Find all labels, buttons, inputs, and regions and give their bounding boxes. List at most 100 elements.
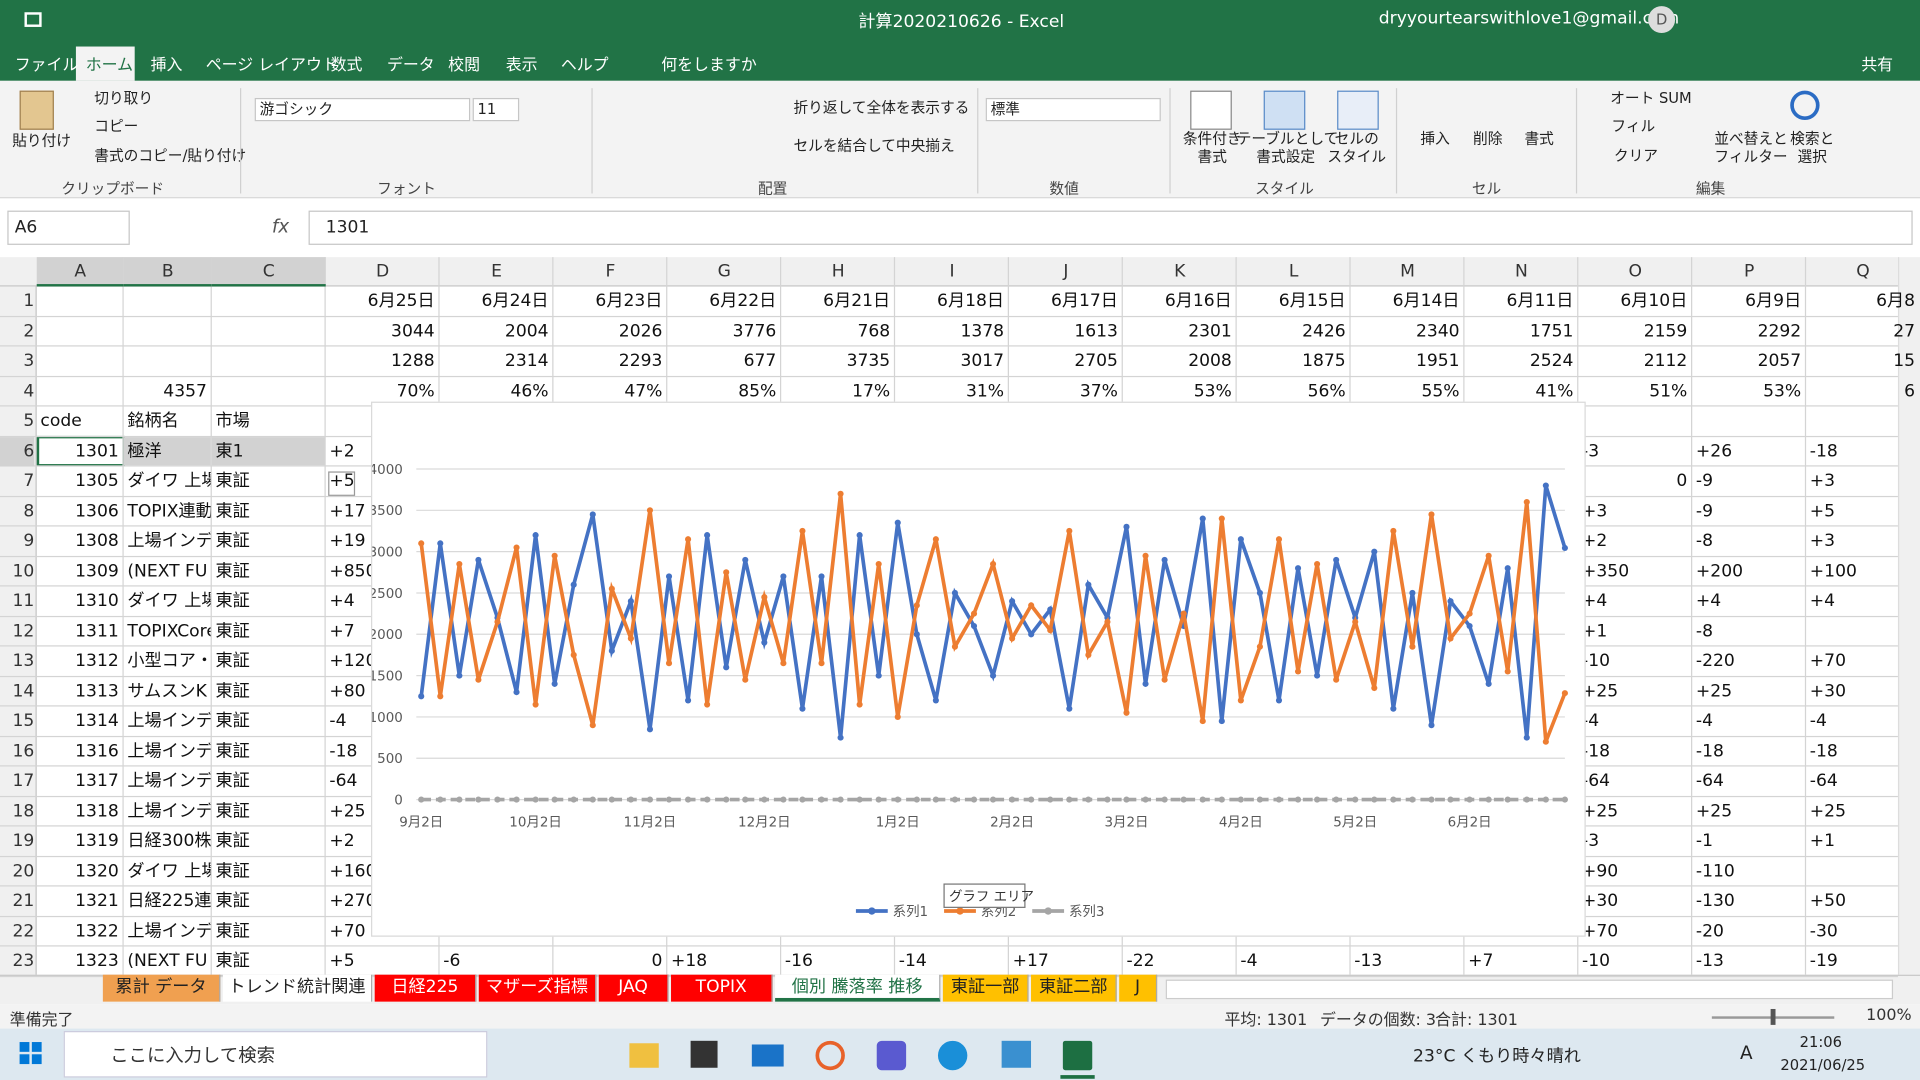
cell[interactable]: -18	[1809, 441, 1838, 462]
cell[interactable]: 1322	[75, 921, 119, 942]
cell[interactable]: +2	[329, 831, 355, 852]
cell[interactable]: 6月8	[1876, 291, 1916, 312]
cell[interactable]: 1321	[75, 891, 119, 912]
cell[interactable]: 2292	[1757, 321, 1802, 342]
cell[interactable]: 2112	[1643, 351, 1688, 372]
cell[interactable]: -16	[784, 951, 813, 972]
cell[interactable]: -220	[1695, 651, 1735, 672]
cell[interactable]: -19	[1809, 951, 1838, 972]
row-header[interactable]: 5	[23, 411, 35, 432]
ribbon-button[interactable]: 貼り付け	[12, 132, 72, 150]
column-header[interactable]: I	[949, 262, 955, 282]
zoom-level[interactable]: 100%	[1866, 1006, 1912, 1025]
cell[interactable]: 東証	[215, 921, 250, 942]
cell[interactable]: 1319	[75, 831, 119, 852]
cell[interactable]: ダイワ 上場	[127, 471, 211, 492]
cell[interactable]: 東証	[215, 531, 250, 552]
cell[interactable]: 日経300株	[127, 831, 211, 852]
row-header[interactable]: 12	[12, 621, 35, 642]
cell[interactable]: -3	[1582, 831, 1600, 852]
ribbon-button[interactable]: クリア	[1613, 146, 1658, 165]
cell[interactable]: +160	[329, 861, 377, 882]
cell[interactable]: +120	[329, 651, 377, 672]
row-header[interactable]: 3	[23, 351, 35, 372]
name-box-text[interactable]: A6	[14, 217, 38, 238]
ribbon-button[interactable]: 游ゴシック	[254, 97, 471, 122]
cell[interactable]: 東証	[215, 801, 250, 822]
fx-button[interactable]: fx	[271, 215, 290, 238]
cell-style-icon[interactable]	[1337, 90, 1379, 130]
cell[interactable]: 55%	[1421, 381, 1460, 402]
cell[interactable]: +17	[1012, 951, 1049, 972]
sheet-tab[interactable]: JAQ	[598, 974, 669, 1002]
cell[interactable]: 東証	[215, 861, 250, 882]
cell[interactable]: -18	[1695, 741, 1724, 762]
zoom-thumb[interactable]	[1770, 1008, 1776, 1025]
sheet-tab[interactable]: 東証一部	[942, 974, 1029, 1002]
cell[interactable]: 上場インデ	[127, 921, 211, 942]
ribbon-button[interactable]: コピー	[94, 117, 139, 135]
cell[interactable]: -18	[329, 741, 358, 762]
cell[interactable]: -64	[329, 771, 358, 792]
save-icon[interactable]	[24, 12, 42, 27]
cell[interactable]: 27	[1893, 321, 1916, 342]
cell[interactable]: 2705	[1074, 351, 1118, 372]
sheet-tab[interactable]: 東証二部	[1031, 974, 1117, 1002]
weather[interactable]: 23°C くもり時々晴れ	[1413, 1046, 1581, 1067]
cell[interactable]: -64	[1809, 771, 1838, 792]
ribbon-button[interactable]: セルを結合して中央揃え	[793, 137, 955, 155]
cell[interactable]: 56%	[1307, 381, 1346, 402]
cell[interactable]: -130	[1695, 891, 1735, 912]
cell[interactable]: -30	[1809, 921, 1838, 942]
sheet-tab[interactable]: マザーズ指標	[478, 974, 597, 1002]
row-header[interactable]: 22	[12, 921, 35, 942]
ribbon-button[interactable]: 条件付き 書式	[1182, 129, 1242, 166]
cell[interactable]: 46%	[510, 381, 549, 402]
cell[interactable]: -10	[1582, 651, 1611, 672]
cell[interactable]: -20	[1695, 921, 1724, 942]
column-header[interactable]: E	[491, 262, 502, 282]
cell[interactable]: 1310	[75, 591, 119, 612]
chart-area[interactable]: 0 500 1000 1500 2000 2500 3000 3500 4000 9月2日 10月2…	[369, 401, 1586, 937]
cell[interactable]: 3735	[846, 351, 891, 372]
cell[interactable]: -9	[1695, 471, 1714, 492]
cond-format-icon[interactable]	[1190, 90, 1232, 130]
cell[interactable]: 1314	[75, 711, 119, 732]
cell[interactable]: (NEXT FU	[127, 951, 208, 972]
cell[interactable]: 東証	[215, 771, 250, 792]
store-icon[interactable]	[690, 1040, 718, 1068]
cell[interactable]: 2159	[1643, 321, 1688, 342]
row-header[interactable]: 1	[23, 291, 35, 312]
cell[interactable]: 4357	[163, 381, 207, 402]
cell[interactable]: -8	[1695, 531, 1714, 552]
cell[interactable]: 47%	[624, 381, 663, 402]
app-icon[interactable]	[815, 1040, 845, 1071]
cell[interactable]: +18	[671, 951, 708, 972]
cell[interactable]: 6月10日	[1620, 291, 1688, 312]
app-icon[interactable]	[1001, 1040, 1032, 1068]
cell[interactable]: 東証	[215, 951, 250, 972]
cell[interactable]: 0	[651, 951, 663, 972]
column-header[interactable]: D	[376, 262, 390, 282]
cell[interactable]: +17	[329, 501, 366, 522]
row-header[interactable]: 19	[12, 831, 35, 852]
cell[interactable]: (NEXT FU	[127, 561, 208, 582]
column-header[interactable]: C	[211, 257, 326, 287]
cell[interactable]: +5	[1809, 501, 1836, 522]
cell[interactable]: 1288	[391, 351, 435, 372]
cell[interactable]: 1316	[75, 741, 119, 762]
cell[interactable]: +2	[1582, 531, 1608, 552]
ribbon-tab[interactable]: ホーム	[85, 56, 134, 75]
cell[interactable]: +4	[1695, 591, 1722, 612]
column-header[interactable]: Q	[1856, 262, 1870, 282]
cell[interactable]: 2008	[1188, 351, 1232, 372]
sheet-tab[interactable]: J	[1119, 974, 1158, 1002]
cell[interactable]: -18	[1809, 741, 1838, 762]
cell[interactable]: +4	[1582, 591, 1608, 612]
cell[interactable]: 日経225連	[127, 891, 211, 912]
cell[interactable]: -13	[1354, 951, 1383, 972]
cell[interactable]: 3017	[960, 351, 1005, 372]
ribbon-button[interactable]: 挿入	[1420, 129, 1450, 147]
cell[interactable]: 6月14日	[1392, 291, 1460, 312]
cell[interactable]: +80	[329, 681, 366, 702]
